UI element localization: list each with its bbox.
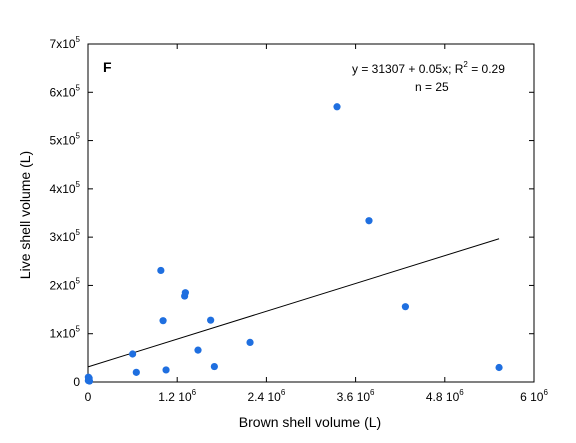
data-point [181,289,189,297]
equation-exponent: 2 [463,60,468,69]
data-point [246,338,254,347]
regression-line-group [87,238,500,368]
x-tick-label: 4.8 106 [426,388,464,404]
data-point [194,346,202,354]
data-point [159,317,167,325]
data-point [207,316,215,324]
y-tick-label: 1x105 [50,325,81,341]
x-tick-label: 1.2 106 [158,388,196,404]
y-tick-label: 2x105 [50,276,81,292]
regression-line [87,238,500,368]
data-point [495,363,503,372]
n-annotation: n = 25 [415,80,449,94]
equation-suffix: = 0.29 [468,62,505,76]
y-tick-label: 6x105 [50,83,81,99]
y-tick-label: 0 [73,375,80,389]
panel-label: F [103,59,112,75]
equation-annotation: y = 31307 + 0.05x; R2 = 0.29 [352,60,505,76]
plot-frame [87,43,535,383]
data-point [129,350,137,358]
data-point [157,266,165,275]
equation-prefix: y = 31307 + 0.05x; R [352,62,464,76]
data-point [132,368,140,376]
axes [87,43,535,383]
y-tick-label: 4x105 [50,180,81,196]
x-tick-label: 3.6 106 [337,388,375,404]
data-point [162,366,170,374]
y-axis-label: Live shell volume (L) [17,151,33,279]
data-point [210,362,218,371]
data-points [84,103,503,385]
data-point [365,217,373,225]
x-tick-label: 0 [85,390,92,404]
ticks: 0 1.2 106 2.4 106 3.6 106 4.8 106 6 106 0 1x105… [50,35,549,404]
y-tick-label: 3x105 [50,228,81,244]
y-tick-label: 5x105 [50,132,81,148]
y-tick-label: 7x105 [50,35,81,51]
x-tick-label: 2.4 106 [247,388,285,404]
x-axis-label: Brown shell volume (L) [239,414,381,430]
data-point [333,103,341,111]
data-point [84,375,93,383]
data-point [401,303,410,311]
x-tick-label: 6 106 [520,388,548,404]
